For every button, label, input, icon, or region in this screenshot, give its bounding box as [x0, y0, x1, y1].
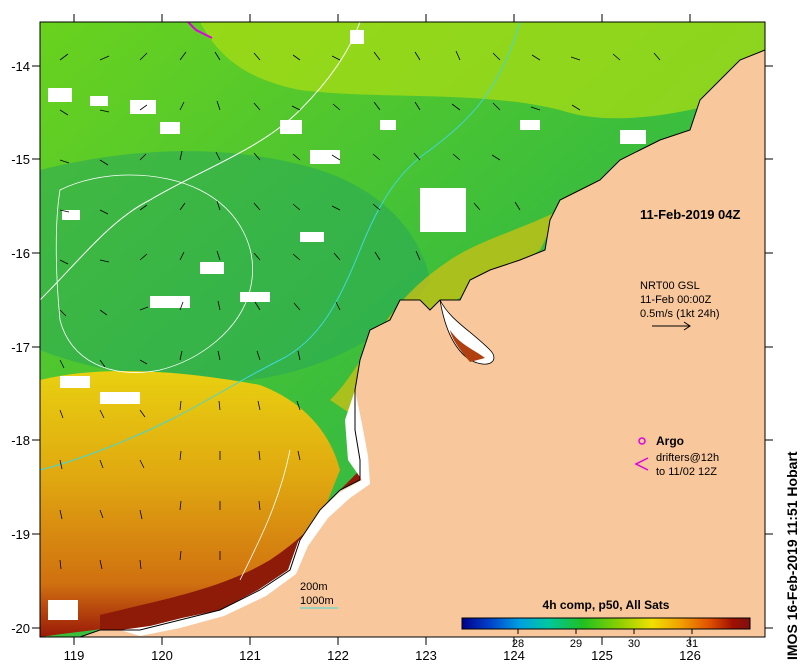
colorbar-tick: 30 — [628, 638, 640, 650]
isobath-1000-label: 1000m — [300, 595, 334, 607]
lon-label: 122 — [327, 648, 349, 663]
lat-label: -14 — [11, 59, 30, 74]
lon-label: 120 — [151, 648, 173, 663]
current-source-label: NRT00 GSL — [640, 280, 700, 292]
lat-label: -16 — [11, 246, 30, 261]
date-label: 11-Feb-2019 04Z — [640, 207, 741, 222]
lat-label: -18 — [11, 433, 30, 448]
lon-label: 126 — [679, 648, 701, 663]
colorbar-title: 4h comp, p50, All Sats — [543, 598, 670, 612]
lat-label: -15 — [11, 152, 30, 167]
lon-label: 125 — [591, 648, 613, 663]
lat-ticks — [32, 65, 773, 629]
colorbar-tick-marks — [517, 629, 693, 634]
lon-label: 121 — [239, 648, 261, 663]
cloud-mask — [48, 30, 646, 620]
scale-arrow-icon — [652, 321, 691, 331]
drifters-label-line1: drifters@12h — [656, 452, 719, 464]
land-mass — [80, 50, 765, 637]
lat-tick-labels: -14 -15 -16 -17 -18 -19 -20 — [11, 59, 30, 636]
lon-tick-labels: 119 120 121 122 123 124 125 126 — [64, 648, 701, 663]
cool-water-band — [40, 151, 430, 381]
drifter-legend-icon — [634, 457, 649, 471]
argo-marker-icon — [638, 437, 646, 445]
lon-ticks — [73, 14, 691, 645]
isobath-lines — [40, 22, 521, 581]
lat-label: -19 — [11, 527, 30, 542]
plot-frame — [39, 21, 766, 638]
colorbar-tick: 31 — [686, 638, 698, 650]
credit-label: IMOS 16-Feb-2019 11:51 Hobart — [784, 451, 800, 660]
current-vectors — [59, 50, 661, 570]
king-sound — [439, 299, 495, 365]
colorbar — [461, 617, 751, 630]
colorbar-tick: 28 — [512, 638, 524, 650]
king-sound-shoal — [450, 330, 485, 362]
lat-label: -20 — [11, 621, 30, 636]
argo-label: Argo — [656, 434, 684, 448]
isobath-200-label: 200m — [300, 581, 328, 593]
warm-north-patch — [200, 22, 765, 119]
lat-label: -17 — [11, 340, 30, 355]
lon-label: 119 — [64, 648, 85, 663]
lon-label: 124 — [503, 648, 525, 663]
coastline — [79, 49, 765, 637]
drifters-label-line2: to 11/02 12Z — [656, 466, 717, 478]
drifter-track — [187, 22, 213, 39]
colorbar-tick: 29 — [570, 638, 582, 650]
lon-label: 123 — [415, 648, 437, 663]
coastal-cloud-edge — [120, 390, 370, 636]
current-scale-label: 0.5m/s (1kt 24h) — [640, 308, 719, 320]
current-time-label: 11-Feb 00:00Z — [640, 294, 712, 306]
